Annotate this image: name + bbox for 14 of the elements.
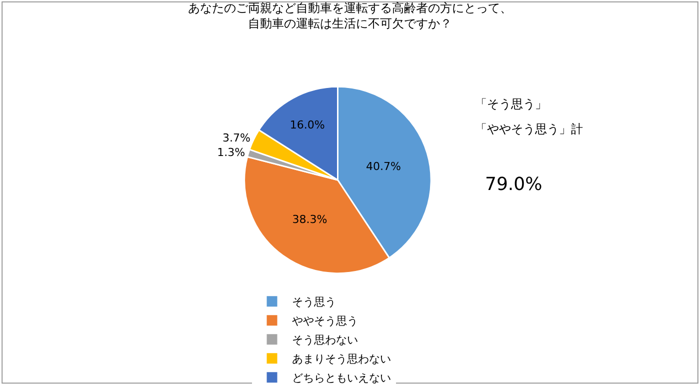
legend-label: そう思わない: [292, 334, 358, 347]
data-label: 3.7%: [222, 132, 250, 145]
data-label: 16.0%: [290, 118, 325, 132]
text: 79.0%: [485, 174, 542, 195]
text: 「そう思う」: [475, 97, 547, 111]
legend-label: どちらともいえない: [292, 372, 391, 385]
legend-label: ややそう思う: [292, 314, 358, 328]
chart-title: あなたのご両親など自動車を運転する高齢者の方にとって、自動車の運転は生活に不可欠ですか？: [188, 0, 512, 30]
data-label: 40.7%: [366, 160, 401, 173]
legend-label: あまりそう思わない: [292, 352, 391, 366]
legend-label: そう思う: [292, 296, 336, 309]
text: 「ややそう思う」計: [475, 122, 583, 136]
data-label: 38.3%: [292, 212, 328, 226]
data-label: 1.3%: [217, 146, 246, 160]
